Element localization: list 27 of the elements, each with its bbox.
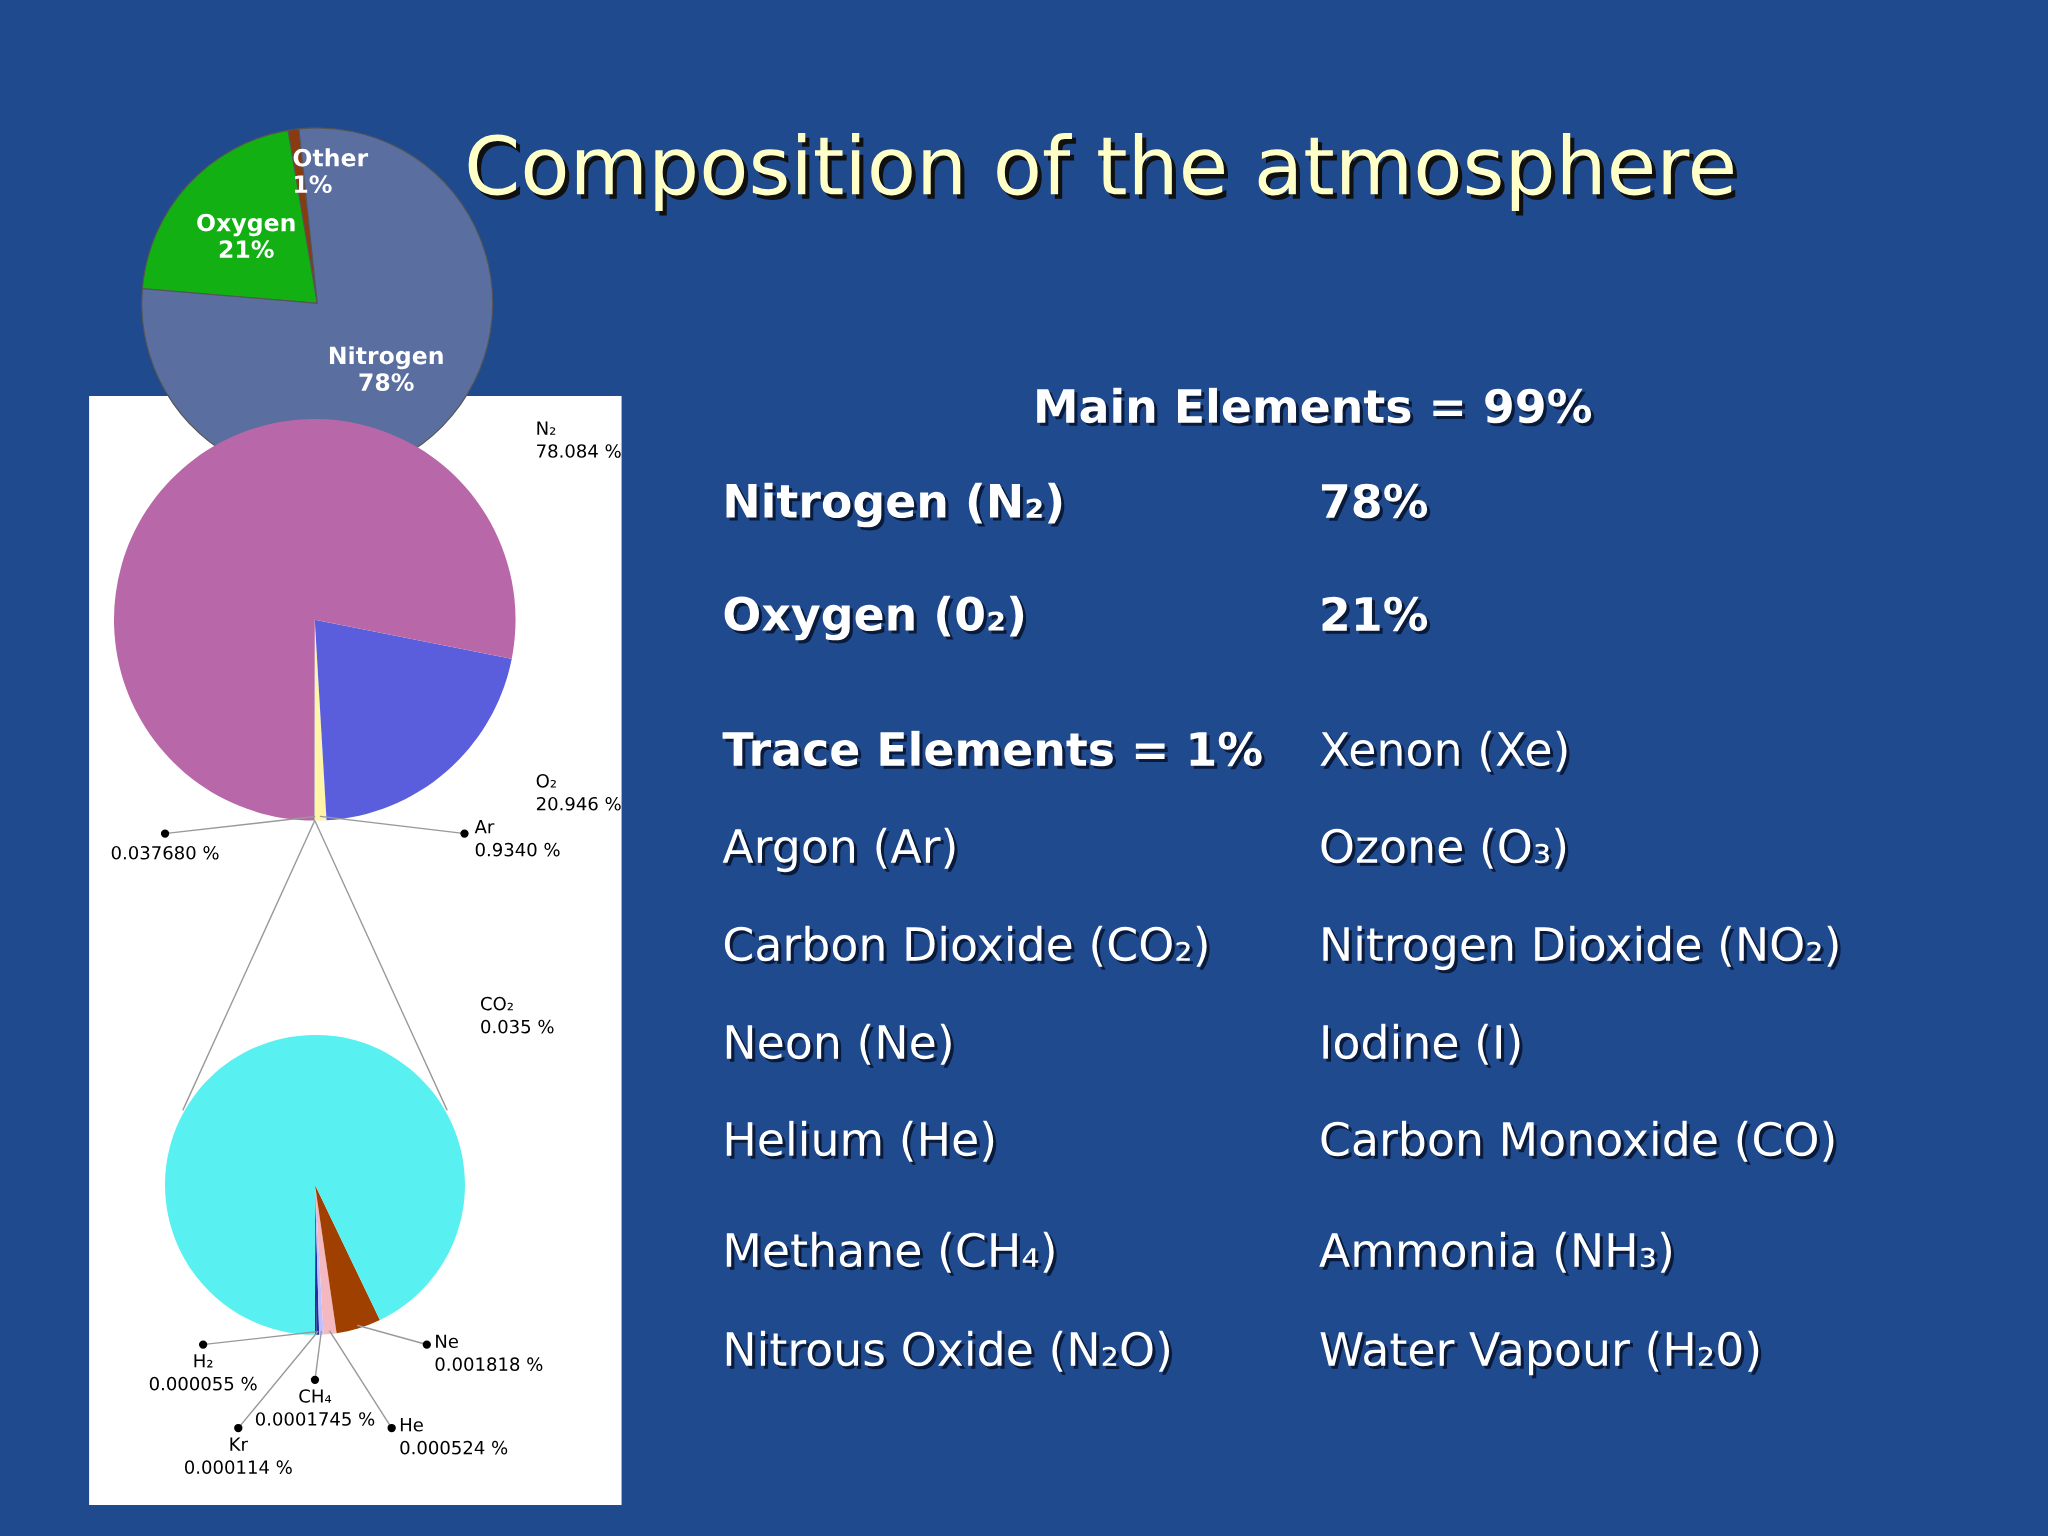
data-label: 0.035 %: [481, 1019, 554, 1034]
slice-label: Kr: [230, 1437, 248, 1451]
slice-label: N₂: [537, 421, 556, 435]
data-label: 21%: [219, 240, 274, 259]
slice-label: Oxygen: [197, 213, 295, 237]
data-label: 78.084 %: [537, 444, 621, 458]
pie-slice: [165, 1034, 465, 1335]
pie-slice: [314, 1184, 380, 1334]
data-label: 0.000114 %: [184, 1460, 292, 1474]
data-label: 0.9340 %: [475, 842, 560, 857]
data-label: 0.037680 %: [111, 845, 219, 860]
data-label: 0.000524 %: [400, 1440, 508, 1455]
slice-label: Ar: [474, 820, 495, 834]
pie-slice: [114, 418, 516, 821]
slice-label: Nitrogen: [329, 346, 443, 370]
slice-label: O₂: [536, 773, 556, 788]
data-label: 20.946 %: [536, 796, 621, 811]
slice-label: H₂: [194, 1354, 213, 1368]
slice-label: Ne: [436, 1334, 458, 1349]
data-label: 0.0001745 %: [255, 1412, 375, 1426]
data-label: 0.000055 %: [149, 1376, 257, 1391]
pie-slice: [314, 619, 512, 821]
data-label: 0.001818 %: [435, 1357, 543, 1372]
slice-label: He: [400, 1418, 423, 1432]
slice-label: CH₄: [299, 1389, 332, 1403]
data-label: 78%: [359, 373, 414, 392]
slice-label: CO₂: [480, 996, 513, 1011]
